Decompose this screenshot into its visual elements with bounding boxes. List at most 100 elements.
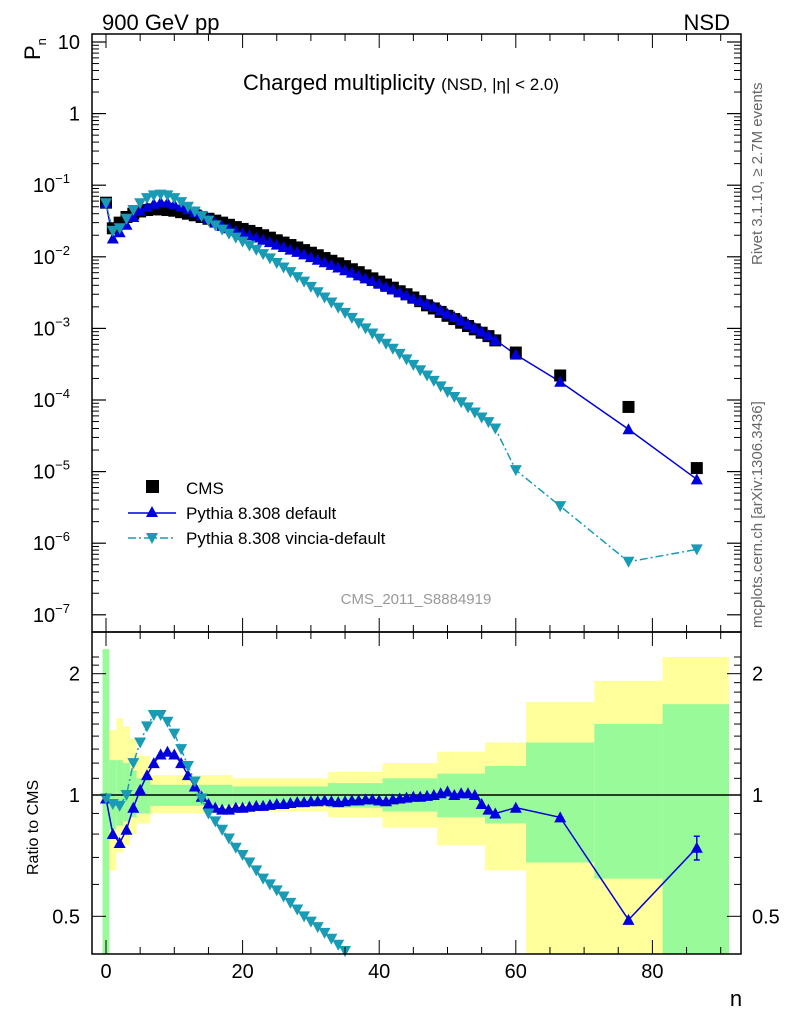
ratio-default-point	[441, 785, 454, 797]
legend-cms-label: CMS	[186, 479, 224, 498]
ratio-default-point	[461, 787, 474, 799]
default-point	[380, 280, 393, 292]
vincia-point	[339, 307, 352, 319]
main-ytick-label: 10−6	[33, 529, 70, 555]
ratio-vincia-point	[236, 849, 249, 861]
ratio-default-point	[154, 748, 167, 760]
vincia-point	[421, 370, 434, 382]
cms-point	[690, 462, 703, 475]
ratio-panel: 0.5 0.51 12 20 20 40 60 80 Ratio to CMS n	[25, 631, 780, 1011]
ratio-vincia-point	[222, 833, 235, 845]
ratio-vincia-point	[188, 776, 201, 788]
vincia-point	[318, 292, 331, 304]
vincia-point	[140, 193, 153, 205]
default-point	[284, 243, 297, 255]
ratio-vincia-point	[318, 927, 331, 939]
ratio-vincia-point	[127, 758, 140, 770]
default-point	[509, 348, 522, 360]
ratio-vincia-point	[311, 922, 324, 934]
default-point	[434, 304, 447, 316]
ratio-xtick-label: 20	[231, 961, 253, 983]
vincia-point	[468, 407, 481, 419]
vincia-point	[195, 211, 208, 223]
default-point	[257, 233, 270, 245]
ratio-default-point	[161, 745, 174, 757]
band-inner	[662, 704, 729, 954]
vincia-point	[311, 287, 324, 299]
vincia-point	[448, 392, 461, 404]
ratio-vincia-point	[250, 865, 263, 877]
default-point	[359, 272, 372, 284]
default-point	[407, 292, 420, 304]
main-line-1	[105, 201, 698, 480]
ratio-default-point	[475, 797, 488, 809]
default-point	[298, 248, 311, 260]
default-point	[421, 297, 434, 309]
vincia-point	[434, 381, 447, 393]
ratio-frame	[91, 631, 742, 955]
vincia-point	[209, 220, 222, 232]
ratio-vincia-point	[257, 873, 270, 885]
ratio-default-point	[509, 801, 522, 813]
ratio-vincia-point	[304, 916, 317, 928]
ratio-vincia-point	[270, 885, 283, 897]
vincia-point	[332, 302, 345, 314]
default-point	[291, 245, 304, 257]
main-ytick-label: 10−7	[33, 601, 70, 627]
default-point	[277, 241, 290, 253]
ratio-ytick-label: 0.5	[52, 906, 80, 928]
ratio-vincia-point	[202, 808, 215, 820]
rivet-info: Rivet 3.1.10, ≥ 2.7M events	[749, 83, 766, 266]
default-point	[134, 204, 147, 216]
main-ylabel: Pn	[20, 38, 49, 60]
plot-title-main: Charged multiplicity	[243, 70, 435, 95]
default-point	[455, 314, 468, 326]
default-point	[482, 329, 495, 341]
vincia-point	[100, 198, 112, 210]
process-label: NSD	[684, 10, 730, 35]
default-point	[352, 269, 365, 281]
cms-point	[622, 400, 635, 413]
legend-default-marker	[146, 506, 158, 517]
vincia-point	[380, 338, 393, 350]
vincia-point	[113, 223, 126, 235]
vincia-point	[277, 262, 290, 274]
main-ytick-label: 1	[69, 104, 80, 126]
cms-point	[554, 369, 567, 382]
ratio-ytick-label-right: 1	[752, 785, 763, 807]
plot-title-sub: (NSD, |η| < 2.0)	[441, 75, 559, 94]
ratio-line-1	[105, 714, 346, 952]
vincia-point	[120, 213, 133, 225]
vincia-point	[168, 193, 181, 205]
ratio-vincia-point	[134, 737, 147, 749]
ratio-vincia-point	[175, 744, 188, 756]
default-point	[468, 321, 481, 333]
default-point	[489, 333, 502, 345]
vincia-point	[414, 365, 427, 377]
main-ytick-label: 10−3	[33, 314, 70, 340]
vincia-point	[509, 465, 522, 477]
vincia-point	[175, 197, 188, 209]
ratio-axis-ticks: 0.5 0.51 12 20 20 40 60 80	[52, 632, 780, 983]
ratio-vincia-point	[332, 939, 345, 951]
vincia-point	[622, 556, 635, 568]
band-inner	[594, 724, 663, 879]
ratio-vincia-point	[243, 857, 256, 869]
vincia-point	[489, 423, 502, 435]
ratio-ytick-label: 1	[69, 785, 80, 807]
ratio-default-point	[202, 797, 215, 809]
energy-label: 900 GeV pp	[102, 10, 219, 35]
ratio-default-point	[175, 757, 188, 769]
ratio-default-point	[168, 748, 181, 760]
ratio-xtick-label: 0	[100, 961, 111, 983]
vincia-point	[250, 244, 263, 256]
vincia-point	[257, 249, 270, 261]
vincia-point	[461, 402, 474, 414]
default-point	[311, 253, 324, 265]
vincia-point	[263, 253, 276, 265]
main-ytick-label: 10−5	[33, 458, 70, 484]
ratio-vincia-point	[168, 728, 181, 740]
default-point	[554, 375, 567, 387]
default-point	[427, 300, 440, 312]
default-point	[304, 251, 317, 263]
